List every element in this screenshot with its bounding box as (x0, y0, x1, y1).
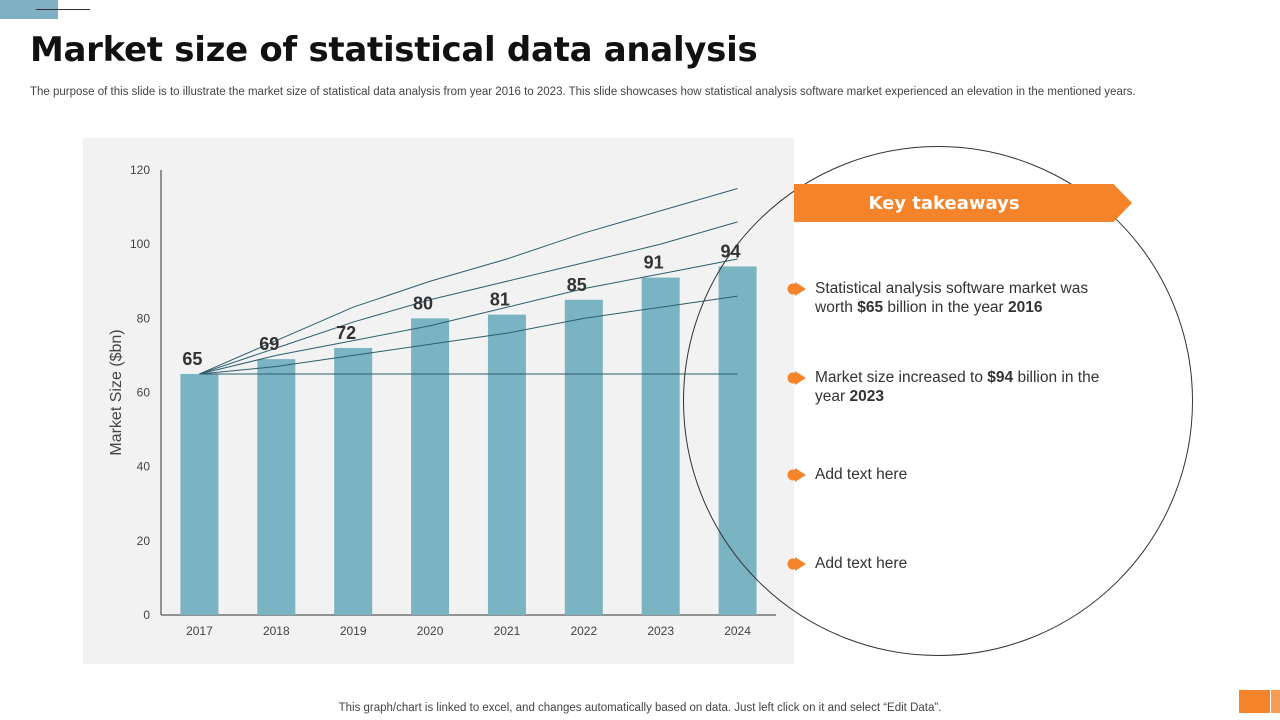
data-label: 72 (336, 323, 356, 343)
bar (487, 314, 526, 615)
takeaway-text: Market size increased to $94 billion in … (815, 369, 1100, 405)
y-tick-label: 0 (143, 608, 150, 622)
x-tick-label: 2021 (494, 624, 521, 638)
key-takeaways-banner: Key takeaways (794, 184, 1132, 222)
page-subtitle: The purpose of this slide is to illustra… (30, 86, 1136, 98)
data-label: 85 (567, 275, 587, 295)
bar (334, 348, 373, 615)
y-tick-label: 120 (130, 163, 150, 177)
footer-note: This graph/chart is linked to excel, and… (338, 702, 942, 714)
x-tick-label: 2024 (724, 624, 751, 638)
arrow-bullet-icon (787, 282, 806, 296)
takeaway-item: Statistical analysis software market was… (786, 279, 1116, 317)
x-tick-label: 2018 (263, 624, 290, 638)
y-tick-label: 100 (130, 237, 150, 251)
takeaways-circle (683, 146, 1193, 656)
takeaway-text: Add text here (815, 466, 908, 483)
bar (641, 277, 680, 615)
corner-accent-block (0, 0, 58, 19)
corner-orange-block (1239, 690, 1270, 713)
data-label: 69 (259, 334, 279, 354)
x-tick-label: 2023 (647, 624, 674, 638)
y-tick-label: 20 (137, 534, 151, 548)
takeaway-item: Market size increased to $94 billion in … (786, 368, 1116, 406)
y-axis-title: Market Size ($bn) (108, 329, 125, 455)
trend-line (199, 258, 738, 375)
data-label: 65 (182, 349, 202, 369)
x-tick-label: 2020 (417, 624, 444, 638)
takeaway-item: Add text here (786, 554, 1116, 574)
arrow-bullet-icon (787, 468, 806, 482)
bar (257, 359, 296, 615)
data-label: 80 (413, 293, 433, 313)
bar (180, 373, 219, 615)
corner-orange-block (1271, 690, 1280, 713)
takeaway-item: Add text here (786, 465, 1116, 485)
takeaway-text: Add text here (815, 555, 908, 572)
x-tick-label: 2019 (340, 624, 367, 638)
arrow-bullet-icon (787, 371, 806, 385)
x-tick-label: 2022 (570, 624, 597, 638)
y-tick-label: 80 (137, 311, 151, 325)
y-tick-label: 60 (137, 386, 151, 400)
trend-line (199, 295, 738, 375)
key-takeaways-label: Key takeaways (868, 192, 1020, 214)
bar (564, 299, 603, 615)
arrow-bullet-icon (787, 557, 806, 571)
x-tick-label: 2017 (186, 624, 213, 638)
data-label: 81 (490, 290, 510, 310)
corner-accent-line (36, 9, 90, 10)
page-title: Market size of statistical data analysis (30, 30, 758, 70)
y-tick-label: 40 (137, 460, 151, 474)
trend-line (199, 221, 738, 375)
data-label: 91 (644, 253, 664, 273)
bar (411, 318, 450, 615)
takeaway-text: Statistical analysis software market was… (815, 280, 1089, 316)
trend-line (199, 188, 738, 375)
